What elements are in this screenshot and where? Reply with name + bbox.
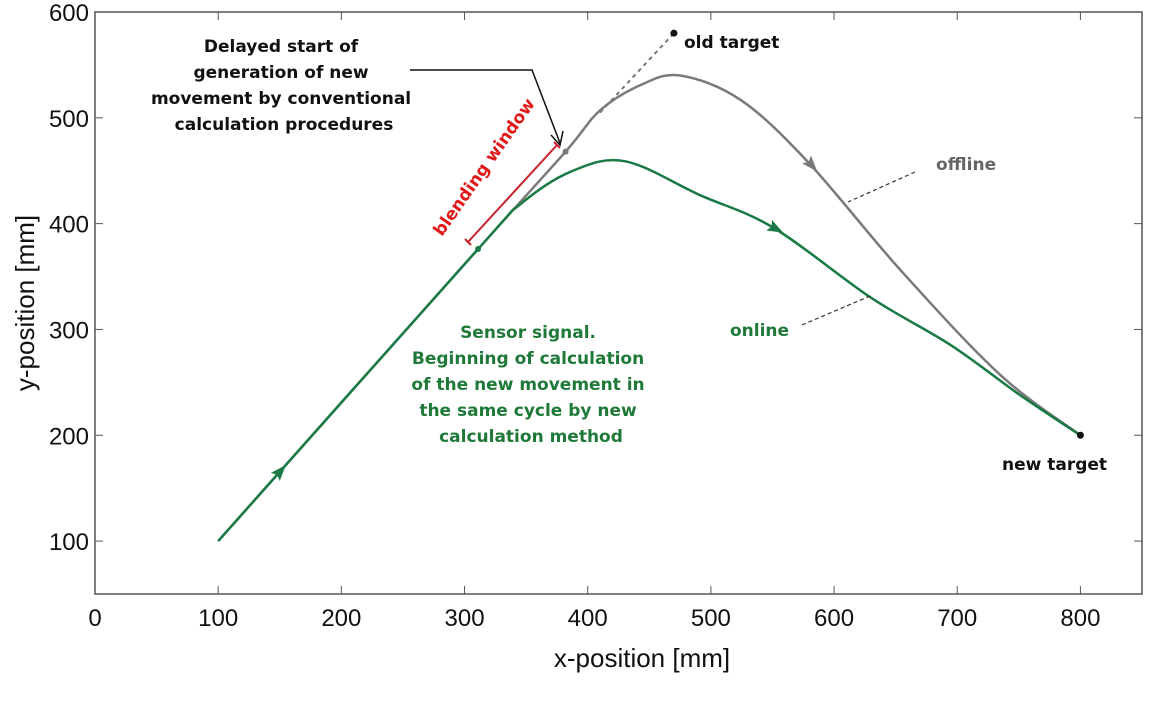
plot-frame <box>94 11 1143 595</box>
y-tick-label: 400 <box>49 212 89 239</box>
y-tick-label: 100 <box>49 529 89 556</box>
x-tick-label: 300 <box>445 605 485 632</box>
label-online: online <box>730 321 789 341</box>
label-offline: offline <box>936 155 996 175</box>
y-tick-label: 200 <box>49 423 89 450</box>
offline-direction-arrow <box>802 155 818 172</box>
x-tick-label: 600 <box>814 605 854 632</box>
x-tick-label: 100 <box>198 605 238 632</box>
x-tick-label: 0 <box>88 605 101 632</box>
x-tick-label: 500 <box>691 605 731 632</box>
y-axis-label: y-position [mm] <box>10 215 40 391</box>
x-tick-label: 400 <box>568 605 608 632</box>
label-old-target: old target <box>684 33 779 53</box>
label-new-target: new target <box>1002 455 1107 475</box>
x-axis-label: x-position [mm] <box>554 643 730 673</box>
delayed-start-arrow <box>410 69 564 147</box>
annotation-sensor-signal: Sensor signal. Beginning of calculation … <box>411 323 650 447</box>
annotation-delayed-start: Delayed start of generation of new movem… <box>151 37 417 135</box>
x-tick-label: 700 <box>937 605 977 632</box>
x-tick-label: 800 <box>1060 605 1100 632</box>
online-leader <box>801 295 871 326</box>
online-direction-arrow <box>766 219 784 233</box>
sensor-signal-point-marker <box>475 246 482 253</box>
old-target-path-line <box>599 32 675 114</box>
y-tick-label: 600 <box>49 0 89 27</box>
offline-leader <box>847 171 916 203</box>
y-tick-label: 500 <box>49 106 89 133</box>
online-start-arrow <box>270 465 286 481</box>
new-target-marker <box>1076 431 1084 439</box>
delayed-start-point-marker <box>562 148 569 155</box>
old-target-marker <box>670 29 678 37</box>
blending-window-bar <box>464 141 561 246</box>
y-tick-label: 300 <box>49 317 89 344</box>
x-tick-label: 200 <box>321 605 361 632</box>
